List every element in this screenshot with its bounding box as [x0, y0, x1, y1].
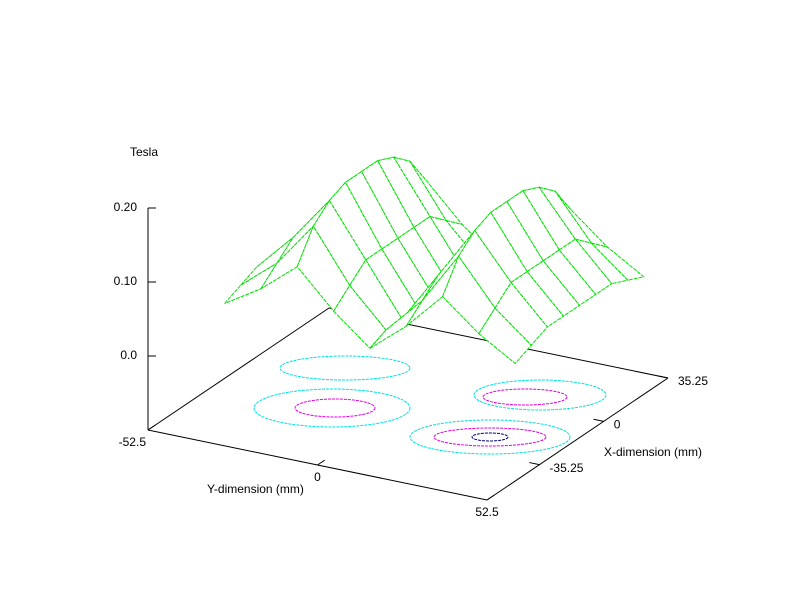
contour — [279, 355, 411, 381]
contour — [473, 379, 607, 411]
y-tick — [486, 494, 495, 501]
z-axis-label: Tesla — [130, 145, 158, 159]
x-tick-label: 0 — [614, 418, 621, 432]
surface-cell — [478, 307, 532, 365]
y-tick-label: 52.5 — [475, 505, 499, 519]
x-tick — [657, 375, 669, 379]
x-axis-label: X-dimension (mm) — [604, 445, 702, 459]
z-tick-label: 0.0 — [120, 348, 137, 362]
base-edge — [147, 307, 330, 431]
contour — [471, 432, 509, 442]
contour — [409, 419, 571, 455]
z-tick-label: 0.10 — [114, 274, 138, 288]
contour — [294, 398, 376, 418]
base-edge — [486, 377, 669, 501]
contour — [433, 427, 547, 447]
x-tick — [593, 418, 604, 422]
contour — [482, 388, 568, 406]
contours — [253, 355, 607, 455]
x-tick-label: -35.25 — [549, 461, 583, 475]
z-tick-label: 0.20 — [114, 200, 138, 214]
y-tick-label: 0 — [314, 470, 321, 484]
y-tick-label: -52.5 — [119, 435, 147, 449]
x-tick-label: 35.25 — [678, 374, 708, 388]
y-tick — [147, 424, 156, 431]
y-axis-label: Y-dimension (mm) — [207, 482, 304, 496]
surface-cell — [494, 281, 549, 346]
y-tick — [317, 459, 326, 466]
x-tick — [529, 462, 540, 466]
contour — [253, 388, 411, 428]
surface-cell — [573, 238, 629, 285]
